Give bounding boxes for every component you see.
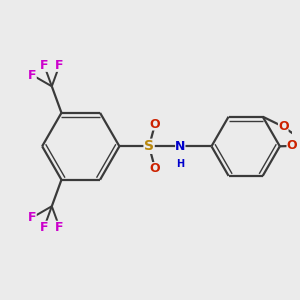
Text: F: F <box>40 59 48 72</box>
Text: H: H <box>176 159 184 169</box>
Text: F: F <box>28 69 37 82</box>
Text: O: O <box>150 118 160 130</box>
Text: S: S <box>144 139 154 153</box>
Text: F: F <box>28 211 37 224</box>
Text: O: O <box>278 120 289 133</box>
Text: F: F <box>55 221 64 234</box>
Text: N: N <box>175 140 185 153</box>
Text: O: O <box>150 162 160 175</box>
Text: F: F <box>40 221 48 234</box>
Text: F: F <box>55 59 64 72</box>
Text: O: O <box>286 140 297 152</box>
